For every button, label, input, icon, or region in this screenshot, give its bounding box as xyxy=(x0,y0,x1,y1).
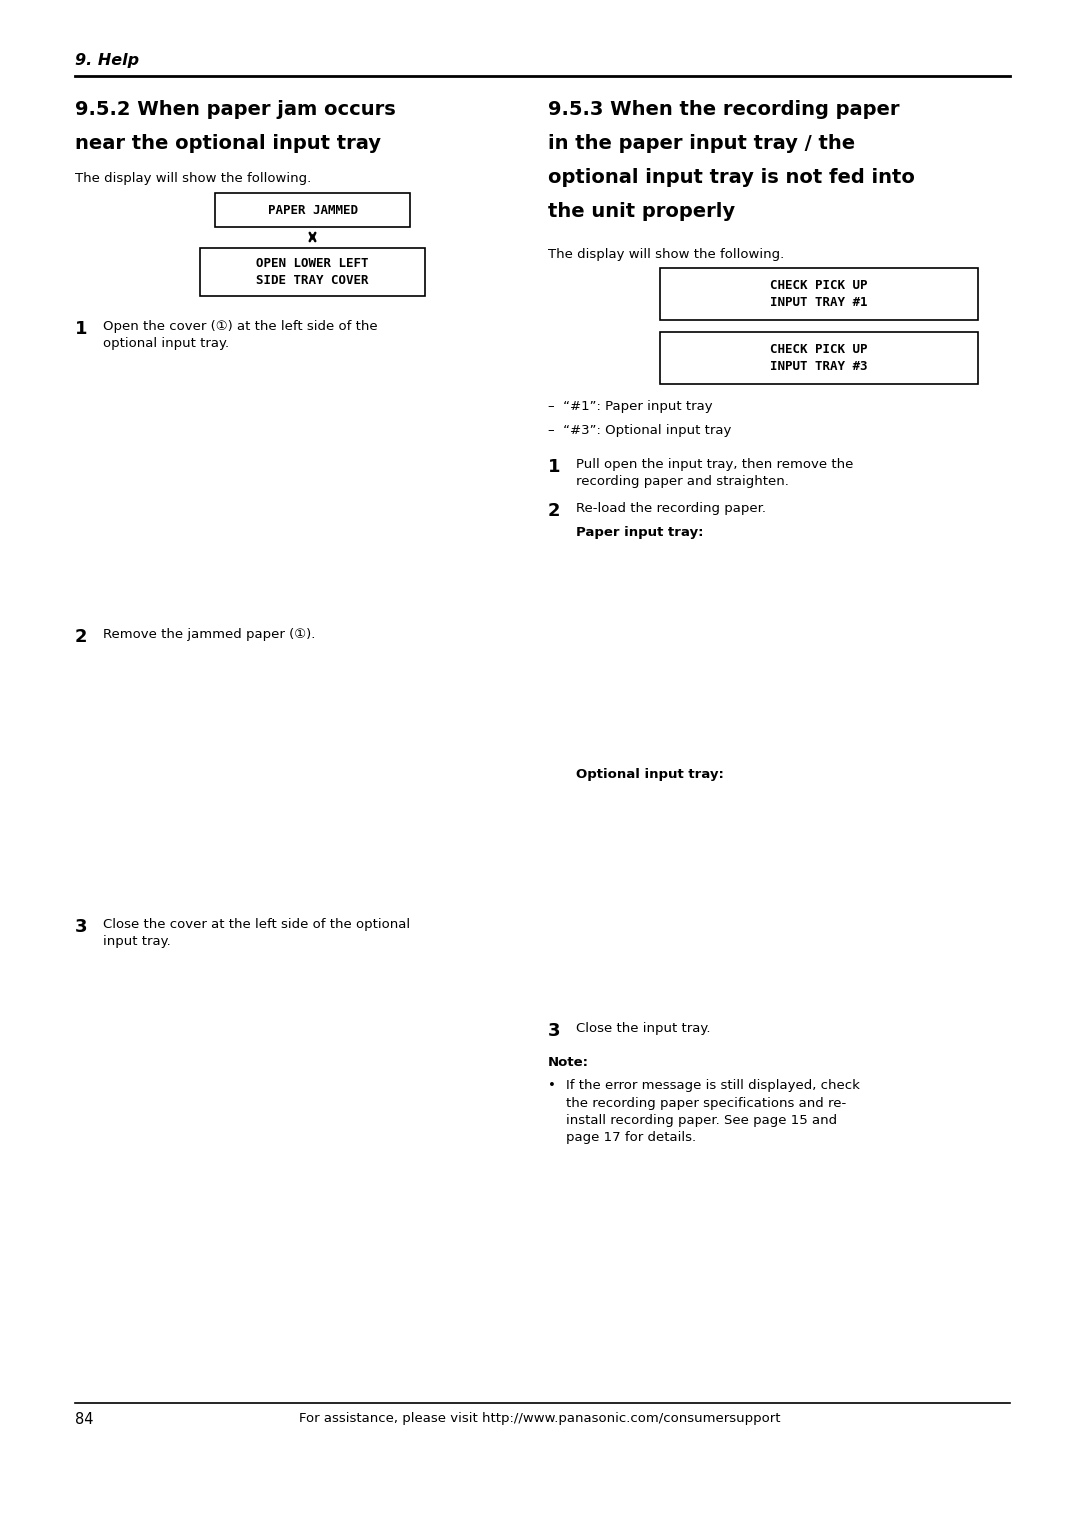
Text: –  “#3”: Optional input tray: – “#3”: Optional input tray xyxy=(548,423,731,437)
Text: Paper input tray:: Paper input tray: xyxy=(576,526,703,539)
Text: 3: 3 xyxy=(75,918,87,937)
Text: The display will show the following.: The display will show the following. xyxy=(548,248,784,261)
Text: 2: 2 xyxy=(75,628,87,646)
Text: Optional input tray:: Optional input tray: xyxy=(576,769,724,781)
Text: 9.5.3 When the recording paper: 9.5.3 When the recording paper xyxy=(548,99,900,119)
Text: near the optional input tray: near the optional input tray xyxy=(75,134,381,153)
Bar xyxy=(200,248,426,296)
Text: Close the input tray.: Close the input tray. xyxy=(576,1022,711,1034)
Text: 1: 1 xyxy=(548,458,561,477)
Bar xyxy=(215,193,410,228)
Text: CHECK PICK UP
INPUT TRAY #1: CHECK PICK UP INPUT TRAY #1 xyxy=(770,278,867,309)
Text: PAPER JAMMED: PAPER JAMMED xyxy=(268,203,357,217)
Text: Open the cover (①) at the left side of the
optional input tray.: Open the cover (①) at the left side of t… xyxy=(103,319,378,350)
Text: the unit properly: the unit properly xyxy=(548,202,735,222)
Bar xyxy=(660,332,978,384)
Text: –  “#1”: Paper input tray: – “#1”: Paper input tray xyxy=(548,400,713,413)
Text: If the error message is still displayed, check
the recording paper specification: If the error message is still displayed,… xyxy=(566,1079,860,1144)
Text: Pull open the input tray, then remove the
recording paper and straighten.: Pull open the input tray, then remove th… xyxy=(576,458,853,489)
Text: Close the cover at the left side of the optional
input tray.: Close the cover at the left side of the … xyxy=(103,918,410,949)
Text: Note:: Note: xyxy=(548,1056,589,1070)
Text: 1: 1 xyxy=(75,319,87,338)
Text: For assistance, please visit http://www.panasonic.com/consumersupport: For assistance, please visit http://www.… xyxy=(299,1412,781,1426)
Text: OPEN LOWER LEFT
SIDE TRAY COVER: OPEN LOWER LEFT SIDE TRAY COVER xyxy=(256,257,368,287)
Text: Remove the jammed paper (①).: Remove the jammed paper (①). xyxy=(103,628,315,642)
Text: 3: 3 xyxy=(548,1022,561,1041)
Text: 9.5.2 When paper jam occurs: 9.5.2 When paper jam occurs xyxy=(75,99,395,119)
Text: CHECK PICK UP
INPUT TRAY #3: CHECK PICK UP INPUT TRAY #3 xyxy=(770,342,867,373)
Bar xyxy=(660,267,978,319)
Text: 84: 84 xyxy=(75,1412,94,1427)
Text: in the paper input tray / the: in the paper input tray / the xyxy=(548,134,855,153)
Text: •: • xyxy=(548,1079,556,1093)
Text: The display will show the following.: The display will show the following. xyxy=(75,173,311,185)
Text: 9. Help: 9. Help xyxy=(75,53,139,69)
Text: 2: 2 xyxy=(548,503,561,520)
Text: optional input tray is not fed into: optional input tray is not fed into xyxy=(548,168,915,186)
Text: Re-load the recording paper.: Re-load the recording paper. xyxy=(576,503,766,515)
